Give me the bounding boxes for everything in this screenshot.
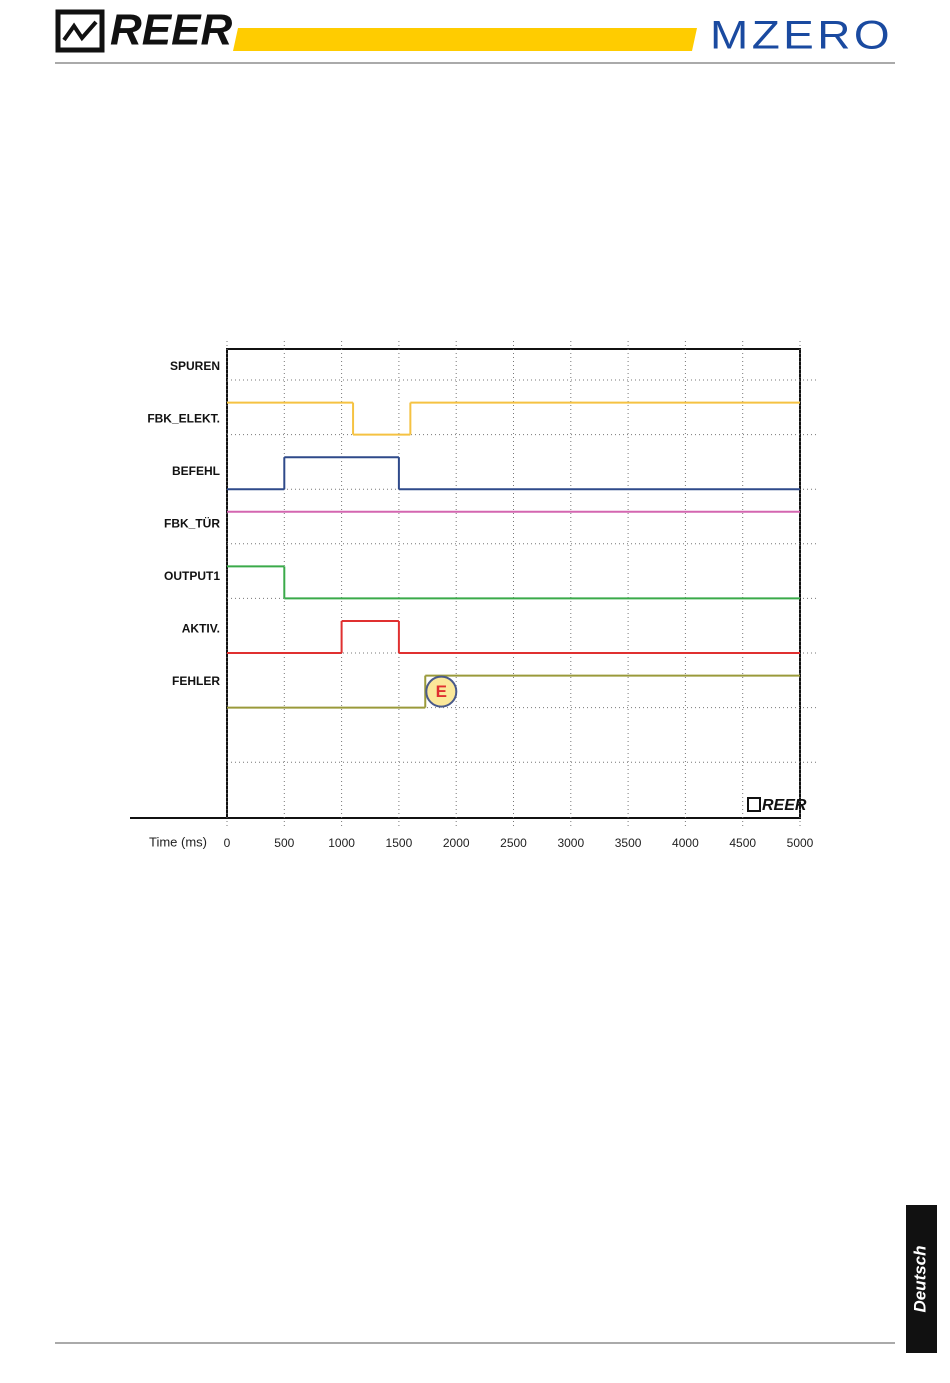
x-tick-label: 1500	[386, 836, 413, 850]
signal-label: SPUREN	[170, 359, 220, 373]
watermark: REER	[762, 797, 807, 814]
x-tick-label: 1000	[328, 836, 355, 850]
x-tick-label: 2000	[443, 836, 470, 850]
header: REER MZERO	[55, 6, 895, 64]
signal-label: OUTPUT1	[164, 569, 220, 583]
signal-label: FBK_TÜR	[164, 516, 220, 531]
logo-icon	[62, 20, 98, 42]
plot-frame	[226, 348, 801, 819]
logo-box	[55, 9, 105, 53]
side-tab	[906, 1205, 937, 1353]
side-tab-label: Deutsch	[910, 1245, 929, 1312]
x-tick-label: 4500	[729, 836, 756, 850]
x-tick-label: 3500	[615, 836, 642, 850]
annotation-label: E	[436, 682, 447, 701]
x-axis-label: Time (ms)	[149, 834, 207, 849]
chart: 0 500 1000 1500 2000 2500 3000 3500 4000 4500 5000…	[130, 341, 818, 850]
x-tick-label: 5000	[787, 836, 814, 850]
logo-right: MZERO	[710, 14, 893, 58]
x-tick-label: 500	[274, 836, 294, 850]
signal-label: AKTIV.	[182, 622, 220, 636]
signal-label: BEFEHL	[172, 464, 220, 478]
watermark-box	[747, 797, 761, 812]
annotation-marker	[425, 675, 458, 708]
logo-left: REER	[110, 6, 232, 55]
x-tick-label: 2500	[500, 836, 527, 850]
x-tick-label: 3000	[557, 836, 584, 850]
yellow-bar	[233, 28, 697, 51]
x-tick-label: 0	[224, 836, 231, 850]
signal-label: FBK_ELEKT.	[147, 412, 220, 426]
signal-label: FEHLER	[172, 674, 220, 688]
x-tick-label: 4000	[672, 836, 699, 850]
